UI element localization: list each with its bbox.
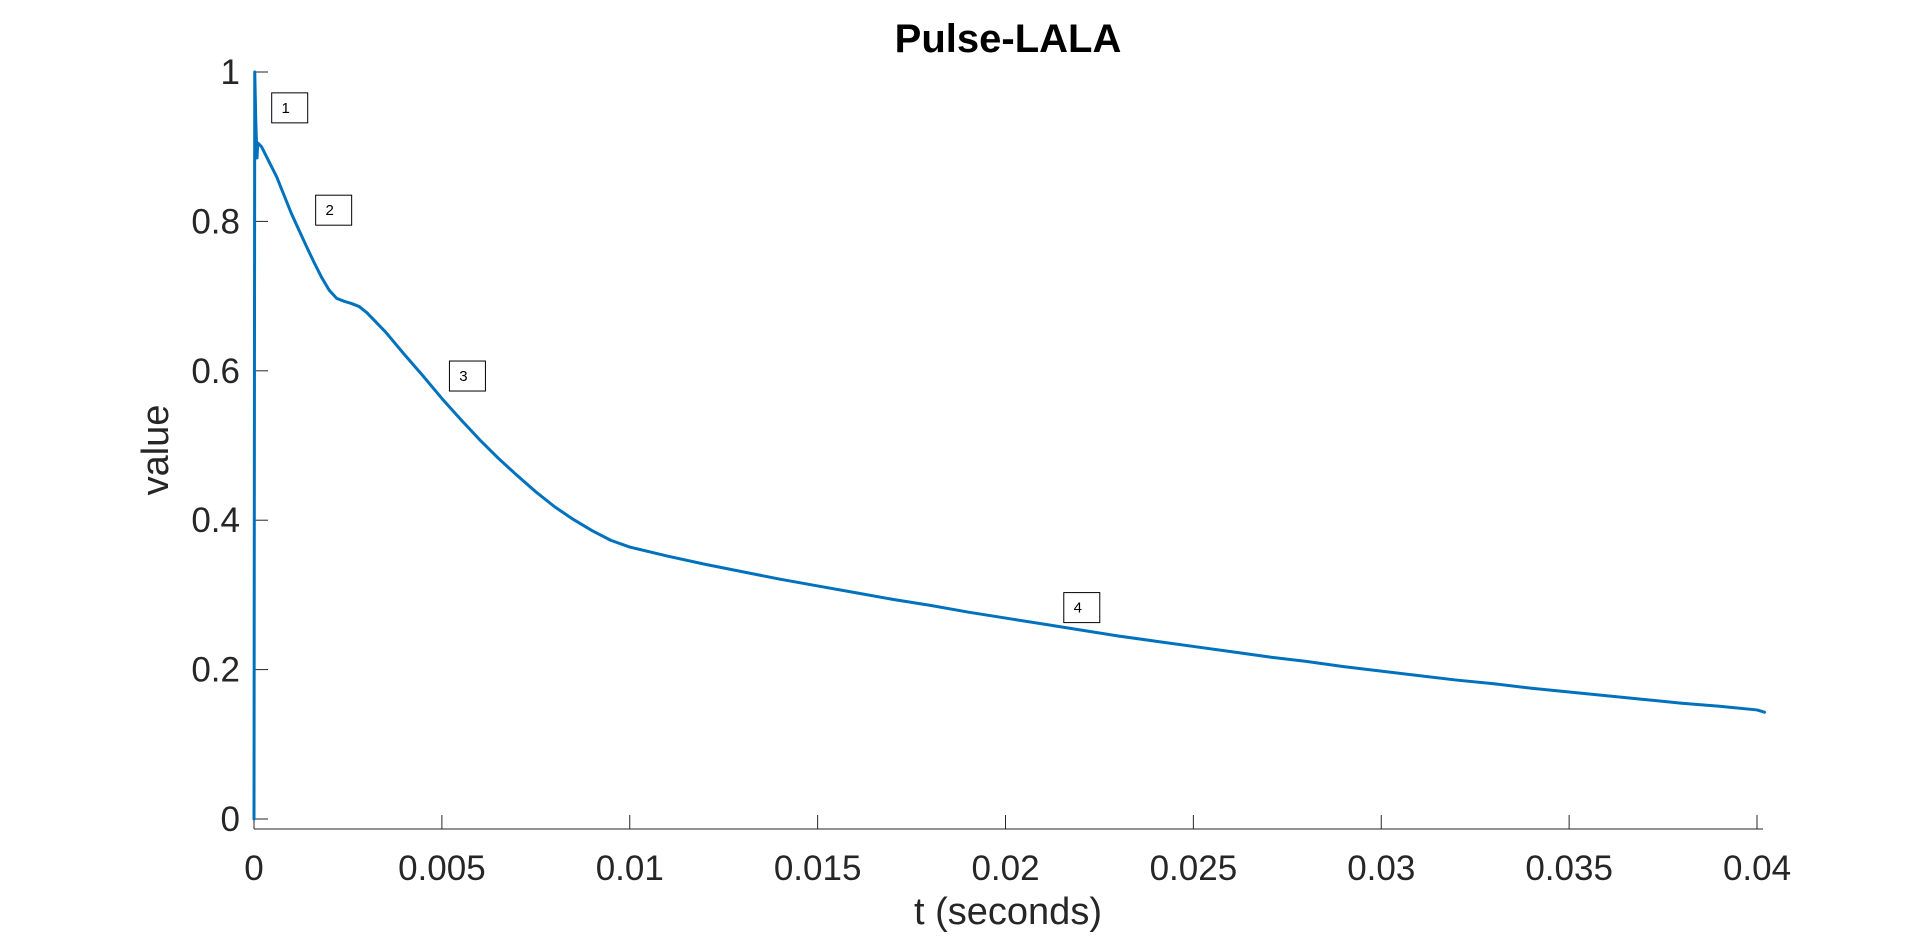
annotation-1: 1 — [271, 92, 309, 124]
x-tick-label: 0.025 — [1150, 849, 1238, 888]
y-tick-label: 1 — [221, 53, 240, 92]
y-tick-label: 0.4 — [191, 501, 240, 540]
x-tick-label: 0.02 — [971, 849, 1039, 888]
annotation-box — [448, 360, 486, 392]
annotation-label: 3 — [459, 368, 467, 385]
x-axis-ticks: 0 0.005 0.01 0.015 0.02 0.025 0.03 0.035 0.04 — [244, 815, 1791, 888]
y-tick-label: 0.2 — [191, 651, 240, 690]
y-tick-label: 0.6 — [191, 352, 240, 391]
x-tick-label: 0.03 — [1347, 849, 1415, 888]
x-tick-label: 0 — [244, 849, 263, 888]
annotation-box — [271, 92, 309, 124]
series-line-0 — [252, 70, 1767, 821]
chart-title: Pulse-LALA — [895, 17, 1122, 61]
x-tick-label: 0.035 — [1525, 849, 1613, 888]
annotation-box — [1063, 592, 1101, 624]
annotation-label: 4 — [1074, 600, 1082, 617]
y-tick-label: 0 — [221, 800, 240, 839]
annotation-label: 2 — [325, 202, 333, 219]
series-layer — [252, 70, 1767, 821]
annotation-3: 3 — [448, 360, 486, 392]
annotation-layer: 1 2 3 4 — [271, 92, 1101, 624]
y-axis-label: value — [135, 405, 177, 496]
annotation-label: 1 — [282, 100, 290, 117]
y-tick-label: 0.8 — [191, 202, 240, 241]
x-tick-label: 0.015 — [774, 849, 862, 888]
annotation-4: 4 — [1063, 592, 1101, 624]
annotation-box — [315, 194, 353, 226]
x-tick-label: 0.005 — [398, 849, 486, 888]
x-tick-label: 0.04 — [1723, 849, 1791, 888]
annotation-2: 2 — [315, 194, 353, 226]
x-tick-label: 0.01 — [596, 849, 664, 888]
y-axis-ticks: 0 0.2 0.4 0.6 0.8 1 — [191, 53, 268, 839]
plot-area: 0 0.005 0.01 0.015 0.02 0.025 0.03 0.035 0.04 00… — [191, 53, 1791, 888]
x-axis-label: t (seconds) — [914, 891, 1102, 933]
